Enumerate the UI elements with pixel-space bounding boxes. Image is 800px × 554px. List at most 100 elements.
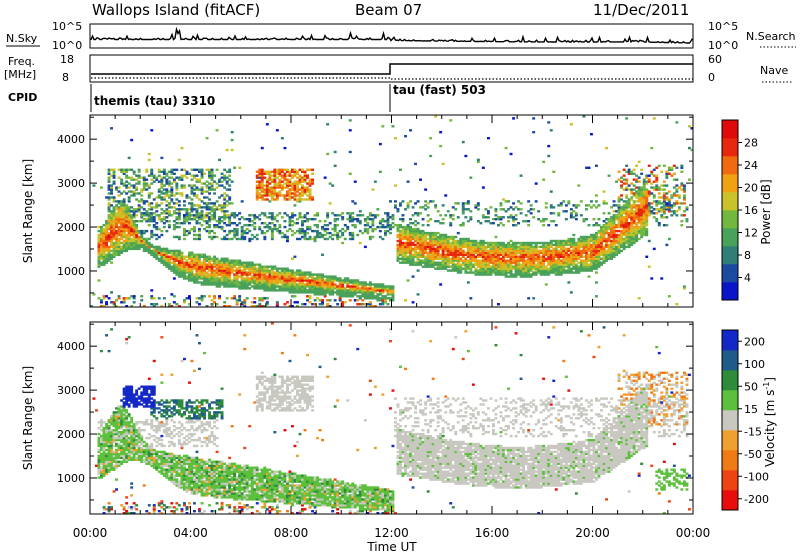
power-cell (130, 225, 134, 229)
power-cell (175, 257, 179, 260)
power-cell (625, 202, 629, 205)
power-cell (316, 224, 320, 227)
power-cell (532, 259, 536, 262)
power-cell (429, 239, 433, 243)
power-cell (200, 210, 204, 213)
power-cell (255, 273, 259, 276)
power-cell (205, 305, 209, 307)
power-cell (213, 295, 217, 298)
power-cell (492, 245, 495, 249)
power-cell (190, 261, 194, 264)
power-cell (321, 273, 325, 276)
power-cell (137, 192, 141, 195)
power-cell (230, 271, 234, 274)
power-cell (215, 235, 219, 239)
power-cell (263, 192, 267, 195)
power-cell (225, 273, 229, 276)
power-cell (198, 263, 201, 266)
power-cell (605, 231, 609, 235)
power-cell (177, 259, 181, 262)
power-cell (378, 222, 382, 225)
power-cell (270, 178, 274, 181)
power-cell (112, 253, 116, 256)
power-cell (283, 235, 287, 239)
power-cell (130, 214, 134, 217)
power-cell (595, 231, 598, 235)
power-cell (298, 285, 302, 288)
power-cell (499, 204, 503, 207)
power-cell (368, 225, 372, 229)
power-cell (368, 289, 372, 292)
power-cell (507, 243, 511, 247)
power-cell (223, 271, 227, 274)
power-cell (145, 243, 149, 247)
power-cell (280, 176, 284, 179)
power-cell (203, 202, 207, 205)
power-cell (600, 247, 603, 251)
power-cell (291, 176, 294, 179)
power-cell (572, 216, 576, 219)
power-cell (399, 245, 402, 249)
power-cell (145, 249, 149, 253)
power-cell (263, 190, 267, 193)
power-cell (532, 265, 536, 268)
power-cell (499, 263, 503, 266)
power-cell (97, 229, 101, 233)
power-cell (210, 279, 214, 282)
power-cell (283, 196, 287, 199)
power-cell (255, 184, 259, 187)
power-cell (225, 281, 229, 284)
power-cell (205, 225, 209, 229)
power-cell (547, 273, 551, 276)
power-cell (419, 231, 423, 235)
power-cell (120, 231, 124, 235)
power-cell (401, 214, 405, 217)
power-cell (235, 285, 239, 288)
power-cell (461, 239, 465, 243)
power-cell (218, 269, 222, 272)
power-cell (183, 222, 186, 225)
power-cell (293, 180, 297, 183)
power-cell (125, 241, 129, 245)
power-cell (253, 225, 257, 229)
power-cell (210, 259, 214, 262)
power-cell (595, 200, 598, 203)
power-cell (358, 210, 362, 213)
power-cell (147, 212, 151, 215)
power-cell (562, 265, 566, 268)
power-cell (517, 267, 521, 270)
power-cell (155, 225, 159, 229)
power-cell (225, 259, 229, 262)
power-cell (185, 216, 189, 219)
power-cell (110, 257, 114, 260)
power-cell (288, 283, 292, 286)
power-cell (165, 178, 169, 181)
power-cell (421, 249, 425, 253)
power-cell (542, 247, 546, 251)
power-cell (238, 263, 242, 266)
power-cell (481, 263, 485, 266)
power-cell (188, 218, 191, 221)
power-cell (514, 273, 518, 276)
power-cell (268, 271, 272, 274)
power-cell (306, 231, 310, 235)
power-cell (250, 279, 254, 282)
power-cell (484, 241, 488, 245)
power-cell (218, 263, 222, 266)
power-cell (436, 231, 440, 235)
power-cell (622, 225, 626, 229)
power-cell (265, 198, 269, 201)
power-cell (439, 283, 443, 286)
power-cell (411, 275, 415, 278)
power-cell (456, 259, 460, 262)
power-cell (386, 218, 390, 221)
power-cell (549, 267, 553, 270)
power-cell (175, 303, 179, 306)
power-cell (401, 247, 405, 251)
power-cell (218, 222, 222, 225)
power-cell (396, 245, 400, 249)
power-cell (449, 257, 453, 260)
power-cell (170, 194, 174, 197)
power-cell (409, 251, 413, 254)
power-cell (487, 257, 490, 260)
